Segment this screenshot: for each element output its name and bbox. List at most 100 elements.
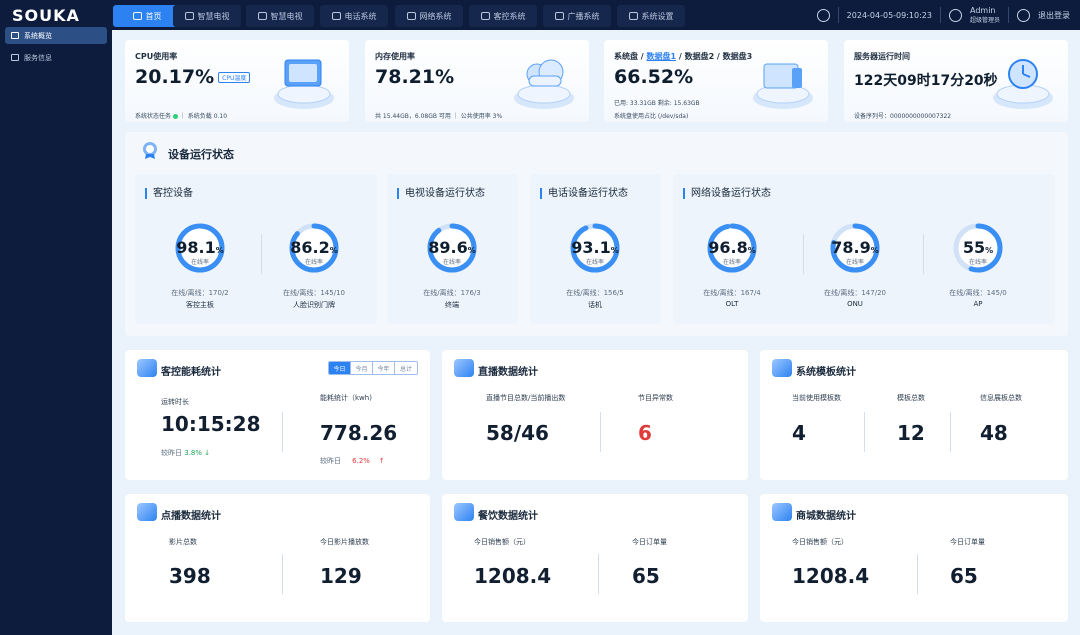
gauge-ring — [830, 223, 880, 273]
gauge-number: 96.8 — [708, 238, 748, 257]
gauge-ring — [570, 223, 620, 273]
uptime-title: 服务器运行时间 — [854, 52, 910, 61]
sidebar-item-service-info[interactable]: 服务信息 — [5, 49, 107, 66]
tv-icon — [257, 12, 267, 20]
group-title: 电话设备运行状态 — [540, 188, 628, 199]
tab-phone-system[interactable]: 电话系统 — [320, 5, 388, 27]
broadcast-icon — [554, 12, 564, 20]
gauge-device-name: AP — [973, 300, 983, 308]
user-info[interactable]: Admin 超级管理员 — [970, 6, 1000, 25]
home-icon — [11, 32, 19, 39]
divider — [261, 234, 262, 274]
memory-value: 78.21% — [375, 66, 455, 88]
gauge-device-name: 话机 — [588, 301, 602, 309]
serial-value: 0000000000007322 — [890, 113, 952, 120]
compare-label: 较昨日 — [161, 449, 182, 457]
arrow-down-icon: ↓ — [204, 449, 211, 457]
status-label: 系统状态任务 — [135, 113, 172, 120]
user-role: 超级管理员 — [969, 16, 1000, 24]
chart-icon — [137, 359, 157, 377]
disk-title-prefix: 系统盘 / — [614, 52, 647, 61]
gauge-ring — [707, 223, 757, 273]
gauge-ap: 55% 在线率在线/离线：145/0 AP — [923, 218, 1033, 318]
mall-sales-value: 1208.4 — [792, 564, 870, 588]
movie-plays-label: 今日影片播放数 — [320, 538, 369, 546]
tab-today[interactable]: 今日 — [329, 362, 351, 374]
tab-room-control[interactable]: 客控系统 — [469, 5, 537, 27]
cpu-value-text: 20.17% — [135, 66, 215, 88]
gauge-olt: 96.8% 在线率 在线/离线：167/4 OLT — [677, 218, 787, 318]
dining-sales-value: 1208.4 — [474, 564, 552, 588]
clock-icon — [816, 8, 830, 22]
gauge-number: 89.6 — [428, 238, 468, 257]
group-title: 客控设备 — [145, 188, 193, 199]
tab-home[interactable]: 首页 — [113, 5, 181, 27]
user-avatar-icon[interactable] — [948, 8, 962, 22]
memory-detail: 共 15.44GB，6.08GB 可用 — [375, 113, 451, 120]
gauge-value: 93.1% — [540, 238, 650, 257]
phone-icon — [331, 12, 341, 20]
range-tabs: 今日 今月 今年 总计 — [328, 361, 418, 375]
tab-label: 网络系统 — [419, 11, 452, 21]
disk-tab-link[interactable]: 数据盘1 — [646, 52, 677, 61]
cpu-illustration — [274, 59, 334, 109]
brand-logo[interactable]: SOUKA — [12, 6, 80, 25]
tab-network-system[interactable]: 网络系统 — [395, 5, 463, 27]
main-content: CPU使用率 20.17% CPU温度 系统状态任务 ｜ 系统负载 0.10 内存… — [112, 30, 1080, 635]
tab-label: 首页 — [145, 11, 162, 21]
gauge-unit: % — [467, 246, 476, 255]
current-datetime: 2024-04-05-09:10:23 — [846, 10, 932, 20]
tab-label: 电话系统 — [344, 11, 377, 21]
mall-stats-panel: 商城数据统计 今日销售额（元） 1208.4 今日订单量 65 — [760, 494, 1068, 622]
tab-broadcast[interactable]: 广播系统 — [543, 5, 611, 27]
load-label: 系统负载 — [187, 113, 212, 120]
equipment-status-section: 设备运行状态 客控设备 98.1% 在线率 在线/离线：170/2 客控主板 86.2… — [125, 132, 1068, 336]
gauge-unit: % — [610, 246, 619, 255]
public-value: 3% — [492, 113, 503, 120]
settings-icon — [628, 12, 638, 20]
sidebar-item-label: 服务信息 — [24, 53, 52, 62]
movie-total-value: 398 — [169, 564, 211, 588]
gauge-onu: 78.9% 在线率 在线/离线：147/20 ONU — [800, 218, 910, 318]
tab-smart-tv-1[interactable]: 智慧电视 — [173, 5, 241, 27]
divider — [950, 412, 951, 452]
tab-settings[interactable]: 系统设置 — [617, 5, 685, 27]
room-control-devices: 客控设备 98.1% 在线率 在线/离线：170/2 客控主板 86.2% 在线率 在线/… — [135, 174, 377, 324]
dining-orders-value: 65 — [632, 564, 660, 588]
dining-stats-panel: 餐饮数据统计 今日销售额（元） 1208.4 今日订单量 65 — [442, 494, 748, 622]
gauge-unit: % — [985, 246, 994, 255]
tv-icon — [184, 12, 194, 20]
disk-value: 66.52% — [614, 66, 694, 88]
dining-orders-label: 今日订单量 — [632, 538, 667, 546]
cpu-value: 20.17% CPU温度 — [135, 66, 251, 88]
cpu-title: CPU使用率 — [135, 52, 178, 61]
divider — [939, 7, 941, 23]
network-icon — [406, 12, 416, 20]
logout-button[interactable]: 退出登录 — [1038, 10, 1070, 20]
gauge-sub-label: 在线率 — [585, 259, 604, 266]
disk-card: 系统盘 / 数据盘1 / 数据盘2 / 数据盘3 66.52% 已用: 33.3… — [604, 40, 828, 122]
dining-icon — [454, 503, 474, 521]
gauge-value: 78.9% — [800, 238, 910, 257]
uptime-value: 122天09时17分20秒 — [854, 73, 998, 89]
tab-year[interactable]: 今年 — [373, 362, 395, 374]
tab-total[interactable]: 总计 — [399, 365, 412, 373]
gauge-tv-terminal: 89.6% 在线率 在线/离线：176/3 终端 — [397, 218, 507, 318]
power-icon[interactable] — [1017, 8, 1030, 22]
tv-devices: 电视设备运行状态 89.6% 在线率 在线/离线：176/3 终端 — [387, 174, 518, 324]
compare-label: 较昨日 — [320, 457, 341, 465]
tab-month[interactable]: 今月 — [351, 362, 373, 374]
tab-smart-tv-2[interactable]: 智慧电视 — [246, 5, 314, 27]
mall-orders-value: 65 — [950, 564, 978, 588]
divider — [282, 412, 283, 452]
gauge-sub-label: 在线率 — [968, 259, 987, 266]
gauge-value: 89.6% — [397, 238, 507, 257]
gauge-count: 在线/离线：145/0 — [949, 289, 1007, 297]
tab-label: 广播系统 — [567, 11, 600, 21]
sidebar-item-overview[interactable]: 系统概览 — [5, 27, 107, 44]
cpu-temp-tag[interactable]: CPU温度 — [218, 72, 251, 83]
gauge-unit: % — [870, 246, 879, 255]
template-icon — [772, 359, 792, 377]
gauge-count: 在线/离线：147/20 — [824, 289, 886, 297]
gauge-value: 55% — [923, 238, 1033, 257]
